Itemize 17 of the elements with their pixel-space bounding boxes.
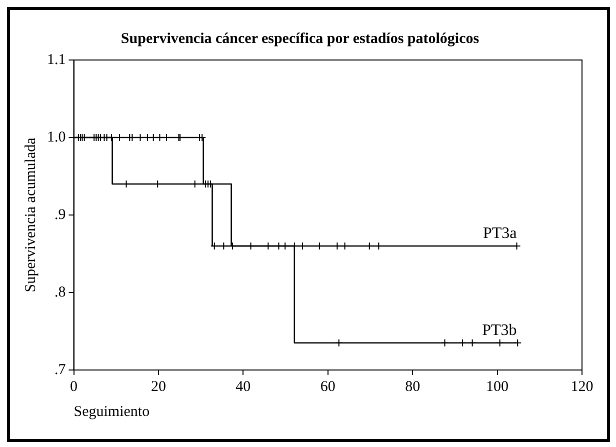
- x-tick-label: 40: [236, 378, 251, 395]
- x-tick-label: 80: [405, 378, 420, 395]
- y-tick-label: 1.1: [47, 52, 66, 68]
- x-tick-label: 120: [570, 378, 594, 395]
- y-axis-title: Supervivencia acumulada: [22, 137, 39, 292]
- series-label: PT3a: [482, 225, 517, 242]
- x-axis-title: Seguimiento: [74, 404, 150, 420]
- y-tick-label: .8: [54, 284, 66, 300]
- y-tick-label: 1.0: [47, 129, 66, 146]
- x-tick-label: 0: [70, 378, 78, 395]
- x-tick-label: 100: [486, 378, 509, 395]
- series-label: PT3b: [482, 322, 517, 340]
- chart-title: Supervivencia cáncer específica por estadíos patológicos: [120, 30, 480, 47]
- y-tick-label: .7: [54, 362, 66, 378]
- x-tick-label: 20: [150, 378, 166, 395]
- y-tick-label: .9: [54, 206, 66, 223]
- x-tick-label: 60: [320, 378, 336, 395]
